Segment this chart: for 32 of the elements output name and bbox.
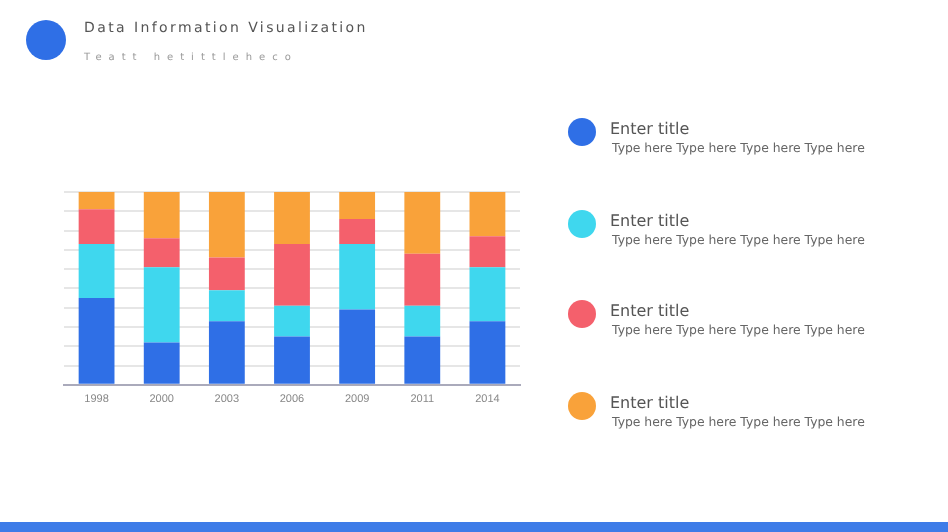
bar: [404, 192, 441, 254]
bar: [274, 244, 310, 306]
bar: [404, 305, 441, 337]
bar: [78, 209, 115, 245]
bar: [469, 236, 506, 268]
bar: [208, 192, 245, 258]
bar: [404, 336, 441, 384]
bar: [208, 257, 245, 291]
bar: [339, 218, 376, 245]
bar: [274, 192, 310, 245]
bar: [469, 192, 506, 237]
bar: [143, 267, 180, 343]
bar: [143, 238, 180, 268]
bar: [78, 192, 115, 210]
bar: [469, 321, 506, 384]
bar: [208, 321, 245, 384]
bar: [274, 305, 310, 337]
bar: [143, 192, 180, 239]
bar: [78, 244, 115, 299]
bar: [339, 244, 376, 310]
bar: [143, 342, 180, 384]
bar: [339, 192, 376, 219]
bar: [78, 298, 115, 384]
legend-label: Enter title: [610, 393, 690, 411]
legend-label: Enter title: [610, 302, 690, 320]
bar: [274, 336, 310, 384]
bar: [469, 267, 506, 322]
bar: [208, 290, 245, 322]
bar: [404, 253, 441, 306]
legend-label: Enter title: [610, 211, 690, 229]
legend-label: Enter title: [610, 120, 690, 138]
bar: [339, 309, 376, 384]
